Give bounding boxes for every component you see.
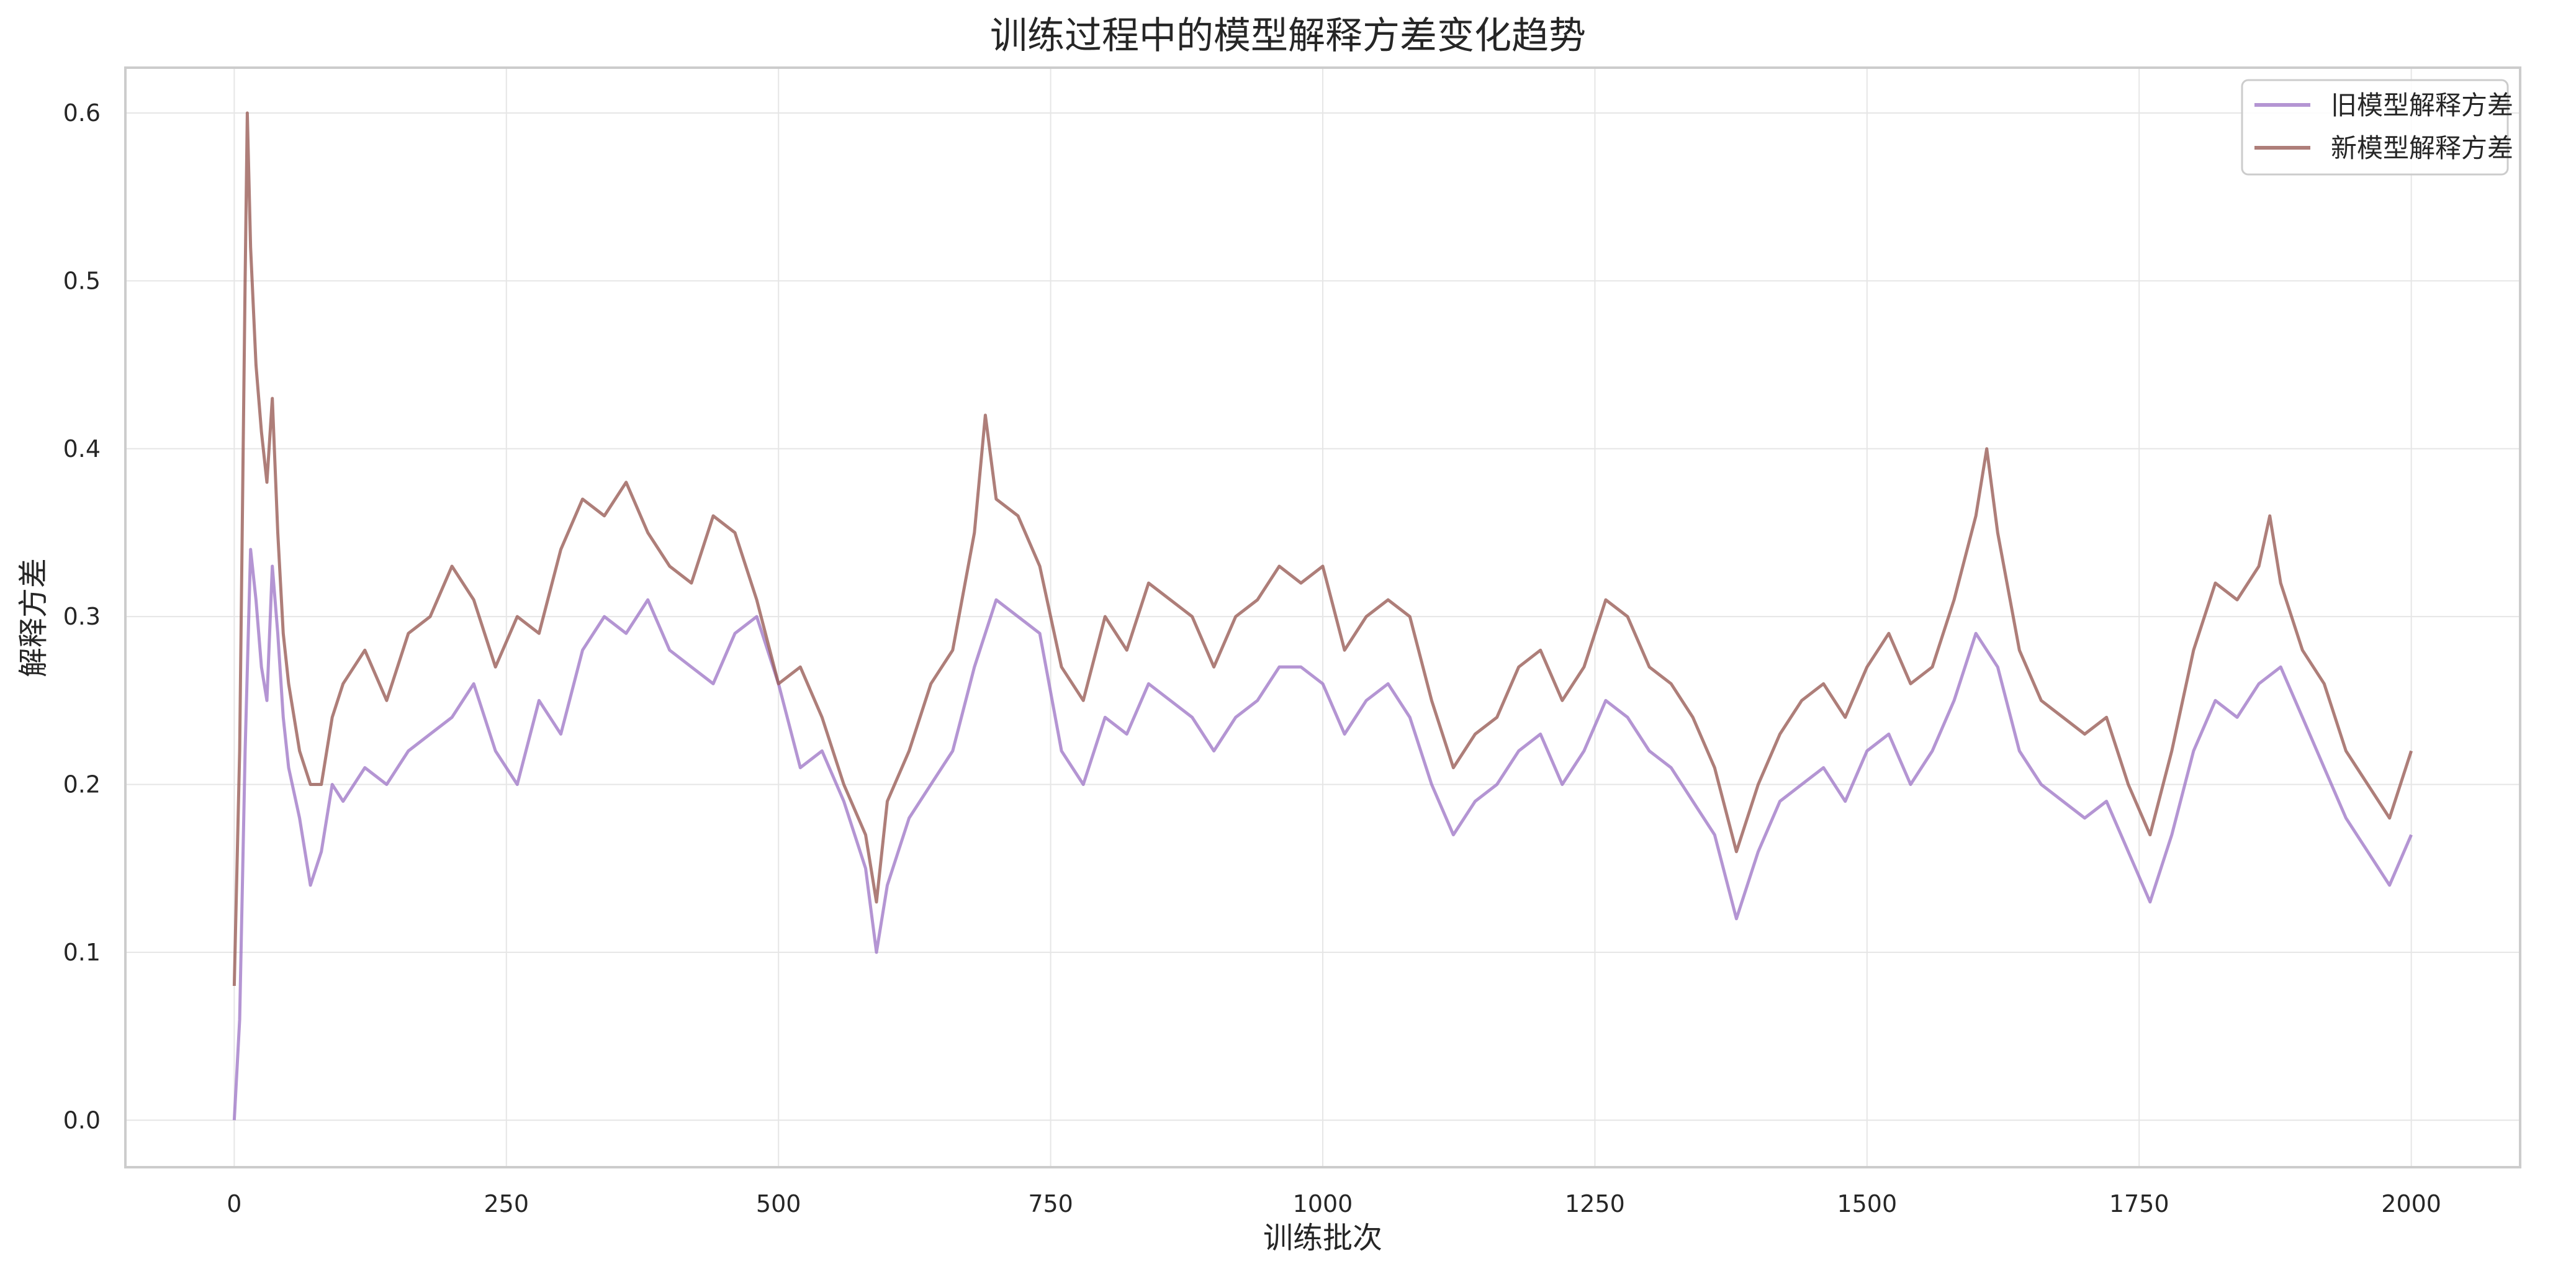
x-tick-label: 1500 <box>1837 1190 1897 1218</box>
y-axis-ticks: 0.0 0.1 0.2 0.3 0.4 0.5 0.6 <box>63 99 101 1134</box>
series-layer <box>232 111 2413 1121</box>
series-line-0 <box>232 548 2413 1121</box>
x-tick-label: 750 <box>1028 1190 1073 1218</box>
x-tick-label: 500 <box>756 1190 801 1218</box>
y-tick-label: 0.6 <box>63 99 101 127</box>
x-tick-label: 1250 <box>1565 1190 1625 1218</box>
plot-frame <box>124 66 2521 1168</box>
legend-label-new-model: 新模型解释方差 <box>2331 133 2513 163</box>
x-axis-ticks: 0 250 500 750 1000 1250 1500 1750 2000 <box>227 1190 2441 1218</box>
y-tick-label: 0.4 <box>63 435 101 463</box>
y-tick-label: 0.3 <box>63 603 101 630</box>
x-axis-label: 训练批次 <box>1263 1221 1382 1255</box>
y-tick-label: 0.1 <box>63 939 101 966</box>
legend-label-old-model: 旧模型解释方差 <box>2331 90 2513 120</box>
series-line-1 <box>232 111 2413 987</box>
y-axis-label: 解释方差 <box>16 558 51 677</box>
y-tick-label: 0.5 <box>63 267 101 294</box>
chart-title: 训练过程中的模型解释方差变化趋势 <box>990 14 1586 58</box>
x-tick-label: 1750 <box>2109 1190 2169 1218</box>
x-tick-label: 250 <box>484 1190 529 1218</box>
x-tick-label: 0 <box>227 1190 241 1218</box>
y-tick-label: 0.2 <box>63 771 101 798</box>
legend: 旧模型解释方差 新模型解释方差 <box>2241 79 2513 176</box>
x-tick-label: 1000 <box>1293 1190 1353 1218</box>
x-tick-label: 2000 <box>2381 1190 2441 1218</box>
grid <box>125 68 2520 1167</box>
y-tick-label: 0.0 <box>63 1106 101 1134</box>
